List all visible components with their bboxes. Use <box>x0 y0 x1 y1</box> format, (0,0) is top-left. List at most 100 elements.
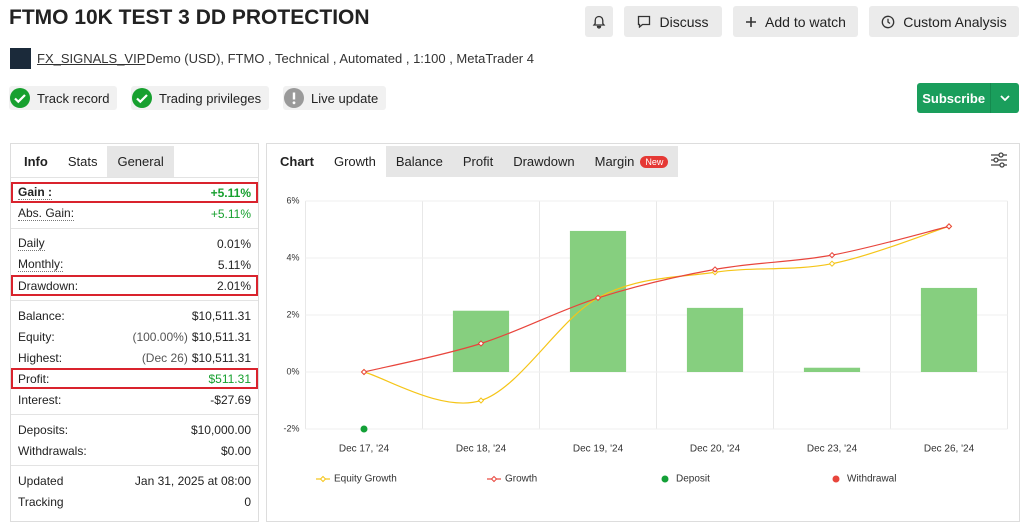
stat-value-wrap: $511.31 <box>209 372 252 386</box>
stats-group: Deposits: $10,000.00 Withdrawals: $0.00 <box>11 414 258 465</box>
stat-value-wrap: 0.01% <box>217 237 251 251</box>
plus-icon <box>746 16 757 27</box>
stat-value-wrap: 2.01% <box>217 279 251 293</box>
stat-value-wrap: (100.00%) $10,511.31 <box>132 330 251 344</box>
stat-label: Profit: <box>18 371 50 386</box>
stats-row: Tracking 0 <box>11 491 258 512</box>
legend-label: Deposit <box>676 474 710 485</box>
stat-value: $10,000.00 <box>190 422 251 437</box>
tab[interactable]: Margin New <box>584 146 679 177</box>
legend-marker <box>832 475 840 483</box>
analysis-button[interactable]: Custom Analysis <box>869 6 1019 37</box>
line-marker <box>711 266 719 273</box>
point <box>360 425 368 433</box>
x-tick-label: Dec 26, '24 <box>924 444 975 455</box>
stat-value: $10,511.31 <box>191 350 251 365</box>
tab[interactable]: Stats <box>57 146 108 177</box>
stat-label: Monthly: <box>18 257 64 272</box>
stat-note: (100.00%) <box>132 329 188 344</box>
tab[interactable]: Growth <box>323 146 386 177</box>
stats-list: Gain : +5.11% Abs. Gain: +5.11% Daily 0.01% Mo… <box>11 177 258 516</box>
legend-label: Equity Growth <box>334 474 397 485</box>
notify-button[interactable] <box>585 6 613 37</box>
stat-label: Daily <box>18 236 45 251</box>
tab[interactable]: Balance <box>385 146 453 177</box>
stats-row: Monthly: 5.11% <box>11 254 258 275</box>
settings-icon[interactable] <box>989 150 1009 170</box>
stats-row: Withdrawals: $0.00 <box>11 440 258 461</box>
stat-value: Jan 31, 2025 at 08:00 <box>134 473 251 488</box>
tab[interactable]: Chart <box>280 154 314 169</box>
x-tick-label: Dec 17, '24 <box>339 444 390 455</box>
subscribe-button[interactable]: Subscribe <box>917 83 1019 113</box>
x-tick-label: Dec 18, '24 <box>456 444 507 455</box>
new-badge: New <box>640 155 669 168</box>
tab[interactable]: Info <box>24 154 48 169</box>
y-tick-label: -2% <box>283 423 299 433</box>
stats-group: Balance: $10,511.31 Equity: (100.00%) $10,51… <box>11 300 258 414</box>
stat-value: $10,511.31 <box>191 329 251 344</box>
button-label: Add to watch <box>765 13 846 30</box>
stat-value-wrap: Jan 31, 2025 at 08:00 <box>135 474 251 488</box>
stat-label: Balance: <box>18 308 65 323</box>
bar <box>803 367 861 372</box>
stat-value-wrap: $10,511.31 <box>192 309 251 323</box>
button-label: Discuss <box>659 13 709 30</box>
stat-label: Interest: <box>18 392 62 407</box>
check-icon <box>132 88 152 108</box>
badge-label: Track record <box>37 90 110 106</box>
stat-value-wrap: (Dec 26) $10,511.31 <box>142 351 251 365</box>
stats-row: Interest: -$27.69 <box>11 389 258 410</box>
stat-value: 5.11% <box>217 257 251 272</box>
stat-label: Gain : <box>18 185 53 200</box>
avatar <box>10 48 31 69</box>
chat-icon <box>638 15 651 28</box>
badge: Track record <box>9 86 118 110</box>
x-tick-label: Dec 19, '24 <box>573 444 624 455</box>
badge: Trading privileges <box>131 86 270 110</box>
stat-value: +5.11% <box>210 185 251 200</box>
bar <box>920 287 978 372</box>
legend-marker <box>319 475 327 483</box>
stats-row: Highest: (Dec 26) $10,511.31 <box>11 347 258 368</box>
watch-button[interactable]: Add to watch <box>733 6 858 37</box>
stat-value-wrap: $10,000.00 <box>191 423 251 437</box>
stats-row: Balance: $10,511.31 <box>11 305 258 326</box>
tab-bar: Chart Growth Balance Profit Drawdown Margin Ne… <box>267 144 1019 177</box>
y-tick-label: 6% <box>286 195 299 205</box>
stats-row: Gain : +5.11% <box>11 182 258 203</box>
stat-value: $0.00 <box>220 443 251 458</box>
button-label: Subscribe <box>922 90 986 106</box>
chart-panel: Chart Growth Balance Profit Drawdown Margin Ne… <box>266 143 1020 522</box>
stat-value-wrap: +5.11% <box>211 207 251 221</box>
tab[interactable]: Drawdown <box>503 146 585 177</box>
stat-value: $10,511.31 <box>191 308 251 323</box>
stat-label: Equity: <box>18 329 55 344</box>
clock-icon <box>881 15 895 28</box>
badge: Live update <box>283 86 387 110</box>
legend-marker <box>490 475 498 483</box>
y-tick-label: 4% <box>286 252 299 262</box>
dropdown-toggle[interactable] <box>990 83 1019 113</box>
legend-marker <box>661 475 669 483</box>
bar <box>686 307 744 372</box>
stats-group: Gain : +5.11% Abs. Gain: +5.11% <box>11 177 258 228</box>
y-tick-label: 2% <box>286 309 299 319</box>
y-tick-label: 0% <box>286 366 299 376</box>
bar <box>569 230 627 372</box>
line-marker <box>945 223 953 230</box>
stat-value-wrap: 0 <box>244 495 251 509</box>
tab[interactable]: General <box>107 146 174 177</box>
stat-value-wrap: 5.11% <box>218 258 251 272</box>
line-marker <box>594 294 602 302</box>
legend-label: Growth <box>505 474 537 485</box>
author-link[interactable]: FX_SIGNALS_VIP <box>37 51 146 66</box>
tab-bar: Info Stats General <box>11 144 258 177</box>
tab[interactable]: Profit <box>452 146 504 177</box>
account-info: Demo (USD), FTMO , Technical , Automated… <box>146 51 534 66</box>
page-title: FTMO 10K TEST 3 DD PROTECTION <box>9 6 370 29</box>
stat-value: $511.31 <box>208 371 252 386</box>
discuss-button[interactable]: Discuss <box>624 6 722 37</box>
stats-row: Updated Jan 31, 2025 at 08:00 <box>11 470 258 491</box>
